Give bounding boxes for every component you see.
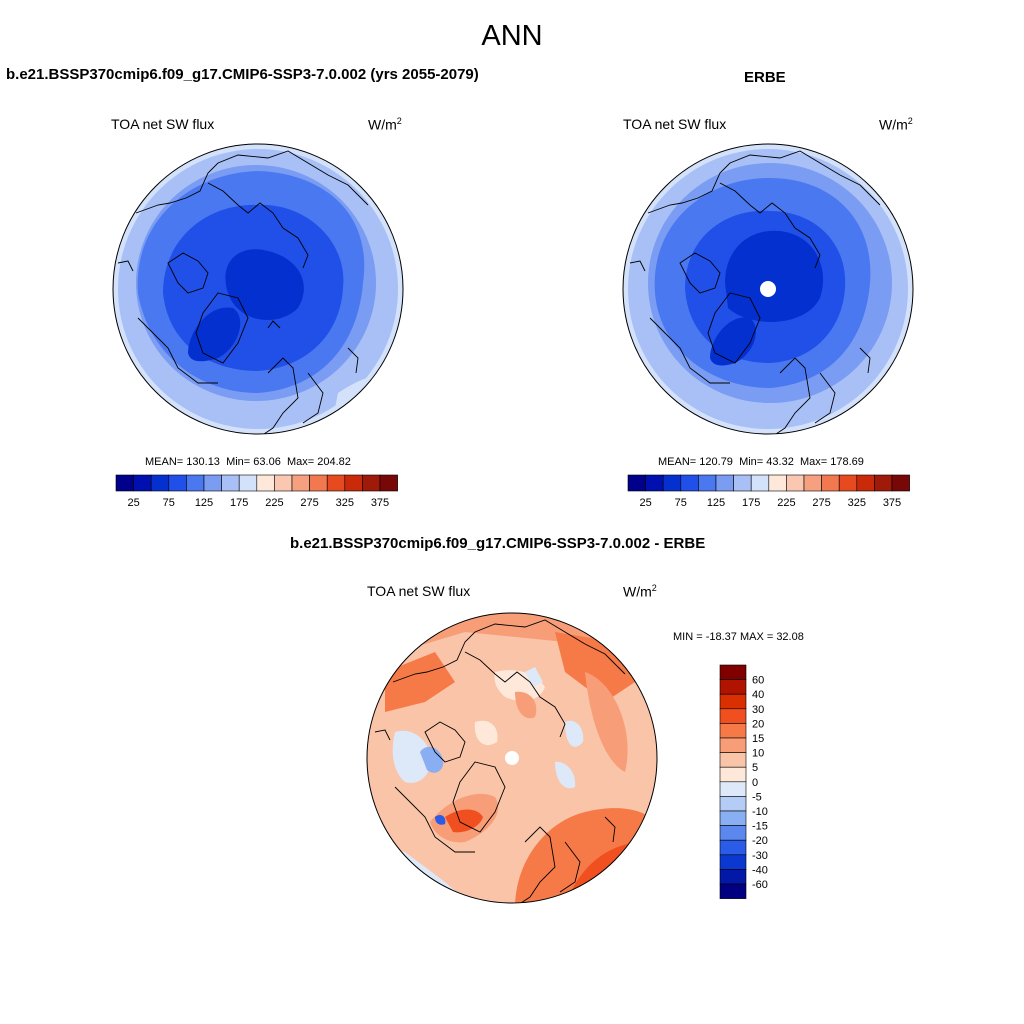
colorbar-swatch [719, 737, 747, 753]
colorbar-swatch [750, 474, 770, 492]
figure-title: ANN [481, 20, 543, 52]
colorbar-tick-label: 75 [163, 497, 175, 509]
colorbar-swatch [719, 708, 747, 724]
diff-min-max: MIN = -18.37 MAX = 32.08 [673, 631, 804, 643]
colorbar-swatch [221, 474, 240, 492]
colorbar-swatch [309, 474, 328, 492]
colorbar-tick-label: 5 [752, 762, 758, 774]
colorbar-tick-label: 30 [752, 704, 764, 716]
colorbar-swatch [680, 474, 699, 492]
colorbar-swatch [698, 474, 717, 492]
colorbar-swatch [733, 474, 752, 492]
colorbar-swatch [719, 883, 747, 899]
model-colorbar: 25 75 125 175 225 275 325 375 [115, 474, 398, 509]
colorbar-tick-label: 225 [777, 497, 795, 509]
colorbar-tick-label: -15 [752, 821, 768, 833]
colorbar-swatch [786, 474, 805, 492]
colorbar-tick-label: 75 [675, 497, 687, 509]
colorbar-tick-label: 10 [752, 748, 764, 760]
colorbar-tick-label: -20 [752, 835, 768, 847]
colorbar-tick-label: 25 [639, 497, 651, 509]
colorbar-tick-label: 275 [812, 497, 830, 509]
colorbar-swatch [719, 781, 747, 797]
colorbar-swatch [203, 474, 222, 492]
diff-units-label: W/m2 [623, 583, 657, 600]
colorbar-swatch [719, 752, 747, 768]
colorbar-swatch [186, 474, 205, 492]
colorbar-tick-label: 375 [883, 497, 901, 509]
colorbar-swatch [326, 474, 346, 492]
colorbar-swatch [719, 854, 747, 870]
colorbar-tick-label: 25 [127, 497, 139, 509]
colorbar-tick-label: -5 [752, 791, 762, 803]
obs-units-label: W/m2 [879, 116, 913, 133]
colorbar-swatch [715, 474, 734, 492]
colorbar-swatch [115, 474, 134, 492]
model-polar-map [112, 143, 404, 435]
colorbar-swatch [719, 839, 747, 856]
obs-polar-map [622, 143, 914, 435]
colorbar-swatch [719, 796, 747, 812]
model-variable-label: TOA net SW flux [111, 116, 215, 132]
colorbar-swatch [168, 474, 187, 492]
colorbar-swatch [291, 474, 310, 492]
diff-panel-title: b.e21.BSSP370cmip6.f09_g17.CMIP6-SSP3-7.… [290, 535, 706, 552]
colorbar-swatch [719, 679, 747, 695]
colorbar-swatch [719, 693, 747, 710]
colorbar-swatch [379, 474, 398, 492]
colorbar-tick-label: -30 [752, 850, 768, 862]
colorbar-swatch [150, 474, 170, 492]
colorbar-tick-label: 325 [848, 497, 866, 509]
colorbar-tick-label: 275 [300, 497, 318, 509]
colorbar-tick-label: -10 [752, 806, 768, 818]
colorbar-swatch [662, 474, 682, 492]
colorbar-tick-label: 125 [707, 497, 725, 509]
colorbar-tick-label: -40 [752, 864, 768, 876]
colorbar-tick-label: 60 [752, 675, 764, 687]
colorbar-swatch [803, 474, 822, 492]
colorbar-tick-label: 225 [265, 497, 283, 509]
colorbar-swatch [274, 474, 293, 492]
obs-variable-label: TOA net SW flux [623, 116, 727, 132]
colorbar-tick-label: 375 [371, 497, 389, 509]
colorbar-swatch [719, 869, 747, 885]
model-panel-title: b.e21.BSSP370cmip6.f09_g17.CMIP6-SSP3-7.… [6, 66, 479, 83]
colorbar-swatch [719, 810, 747, 826]
diff-colorbar: 60 40 30 20 15 10 5 0 -5 -10 -15 -20 -30 -40 -60 [719, 664, 768, 899]
diff-polar-map [366, 612, 658, 904]
colorbar-swatch [256, 474, 275, 492]
colorbar-swatch [133, 474, 152, 492]
colorbar-swatch [856, 474, 875, 492]
colorbar-swatch [645, 474, 664, 492]
colorbar-tick-label: 325 [336, 497, 354, 509]
obs-panel-title: ERBE [744, 69, 786, 86]
colorbar-swatch [821, 474, 840, 492]
model-stats: MEAN= 130.13 Min= 63.06 Max= 204.82 [145, 456, 351, 468]
colorbar-tick-label: 15 [752, 733, 764, 745]
colorbar-swatch [719, 664, 747, 680]
colorbar-tick-label: 175 [230, 497, 248, 509]
colorbar-tick-label: -60 [752, 879, 768, 891]
obs-stats: MEAN= 120.79 Min= 43.32 Max= 178.69 [658, 456, 864, 468]
colorbar-tick-label: 40 [752, 689, 764, 701]
colorbar-tick-label: 0 [752, 777, 758, 789]
colorbar-swatch [719, 825, 747, 841]
model-units-label: W/m2 [368, 116, 402, 133]
colorbar-swatch [891, 474, 910, 492]
colorbar-tick-label: 175 [742, 497, 760, 509]
colorbar-swatch [719, 723, 747, 739]
colorbar-swatch [874, 474, 893, 492]
colorbar-swatch [768, 474, 787, 492]
colorbar-tick-label: 125 [195, 497, 213, 509]
colorbar-swatch [238, 474, 258, 492]
colorbar-swatch [719, 766, 747, 783]
colorbar-swatch [344, 474, 363, 492]
colorbar-swatch [627, 474, 646, 492]
diff-variable-label: TOA net SW flux [367, 583, 471, 599]
colorbar-tick-label: 20 [752, 718, 764, 730]
colorbar-swatch [362, 474, 381, 492]
obs-colorbar: 25 75 125 175 225 275 325 375 [627, 474, 910, 509]
colorbar-swatch [838, 474, 858, 492]
